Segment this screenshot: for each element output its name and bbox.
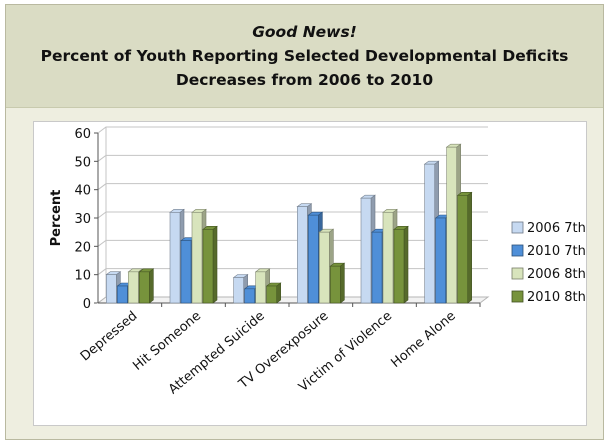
bar bbox=[180, 240, 192, 304]
bar bbox=[371, 231, 383, 304]
gridline bbox=[97, 154, 488, 162]
bar bbox=[457, 195, 468, 304]
chart-frame: Good News! Percent of Youth Reporting Se… bbox=[5, 4, 604, 440]
legend-swatch bbox=[511, 244, 524, 257]
legend-label: 2006 8th bbox=[527, 267, 586, 282]
bar-side bbox=[467, 191, 472, 304]
bar bbox=[117, 285, 128, 304]
bar bbox=[202, 229, 214, 304]
bar bbox=[424, 163, 435, 304]
bar bbox=[169, 212, 181, 304]
bar bbox=[360, 197, 372, 304]
bar-side bbox=[403, 225, 409, 304]
y-tick-label: 60 bbox=[74, 127, 91, 142]
title-box: Good News! Percent of Youth Reporting Se… bbox=[6, 5, 603, 108]
y-axis-label: Percent bbox=[49, 190, 64, 247]
bar-side bbox=[149, 268, 154, 304]
bar bbox=[128, 271, 139, 304]
bar-side bbox=[276, 282, 281, 304]
bar bbox=[393, 229, 405, 304]
legend-swatch bbox=[511, 290, 524, 303]
bar bbox=[435, 217, 446, 304]
legend-swatch bbox=[511, 221, 524, 234]
x-tick-label: Depressed bbox=[78, 309, 141, 365]
bar bbox=[244, 288, 255, 304]
x-tick-label: Home Alone bbox=[388, 309, 458, 371]
y-tick-label: 40 bbox=[74, 184, 91, 199]
bar bbox=[330, 265, 341, 304]
bar bbox=[308, 214, 319, 304]
y-tick-label: 30 bbox=[74, 212, 91, 227]
legend-swatch bbox=[511, 267, 524, 280]
bar bbox=[255, 271, 266, 304]
chart-title-line-3: Decreases from 2006 to 2010 bbox=[175, 71, 434, 89]
chart-title-line-2: Percent of Youth Reporting Selected Deve… bbox=[40, 47, 569, 65]
bar bbox=[233, 277, 244, 304]
bar bbox=[191, 212, 203, 304]
y-tick-label: 10 bbox=[74, 269, 91, 284]
y-tick-label: 50 bbox=[74, 155, 91, 170]
y-tick-label: 20 bbox=[74, 240, 91, 255]
bar-side bbox=[340, 262, 345, 304]
legend-label: 2010 7th bbox=[527, 244, 586, 259]
bar bbox=[139, 271, 150, 304]
y-tick-label: 0 bbox=[83, 297, 91, 312]
bar bbox=[106, 274, 117, 304]
gridline bbox=[97, 126, 488, 134]
bar bbox=[297, 206, 308, 304]
legend-label: 2010 8th bbox=[527, 290, 586, 305]
bar bbox=[319, 231, 330, 304]
bar bbox=[446, 146, 457, 304]
chart-title-line-1: Good News! bbox=[252, 23, 357, 41]
legend-label: 2006 7th bbox=[527, 221, 586, 236]
bar bbox=[382, 212, 394, 304]
bar-side bbox=[212, 225, 218, 304]
bar bbox=[266, 285, 277, 304]
